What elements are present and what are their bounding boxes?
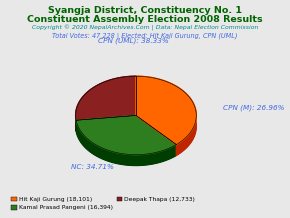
Text: Constituent Assembly Election 2008 Results: Constituent Assembly Election 2008 Resul…	[27, 15, 263, 24]
Polygon shape	[136, 76, 196, 155]
Text: Syangja District, Constituency No. 1: Syangja District, Constituency No. 1	[48, 6, 242, 15]
Text: Copyright © 2020 NepalArchives.Com | Data: Nepal Election Commission: Copyright © 2020 NepalArchives.Com | Dat…	[32, 24, 258, 31]
Polygon shape	[76, 120, 176, 165]
Text: Total Votes: 47,228 | Elected: Hit Kaji Gurung, CPN (UML): Total Votes: 47,228 | Elected: Hit Kaji …	[52, 33, 238, 40]
Legend: Hit Kaji Gurung (18,101), Kamal Prasad Pangeni (16,394), Deepak Thapa (12,733): Hit Kaji Gurung (18,101), Kamal Prasad P…	[9, 194, 197, 213]
Polygon shape	[76, 76, 136, 120]
Polygon shape	[136, 76, 196, 145]
Polygon shape	[76, 76, 136, 131]
Text: CPN (M): 26.96%: CPN (M): 26.96%	[223, 105, 285, 111]
Text: CPN (UML): 38.33%: CPN (UML): 38.33%	[97, 38, 168, 44]
Text: NC: 34.71%: NC: 34.71%	[71, 164, 114, 170]
Polygon shape	[76, 116, 176, 155]
